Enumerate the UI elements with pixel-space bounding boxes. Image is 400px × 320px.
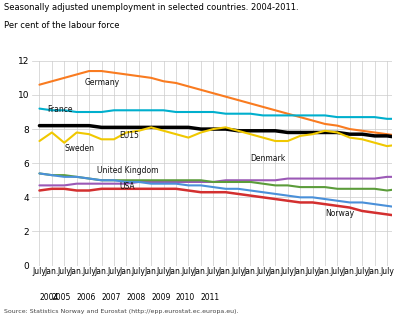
Text: France: France [47,105,72,114]
Text: 2006: 2006 [77,293,96,302]
Text: 2011: 2011 [201,293,220,302]
Text: 2007: 2007 [102,293,121,302]
Text: United Kingdom: United Kingdom [96,165,158,174]
Text: Seasonally adjusted unemployment in selected countries. 2004-2011.: Seasonally adjusted unemployment in sele… [4,3,299,12]
Text: Denmark: Denmark [250,155,286,164]
Text: Norway: Norway [325,209,354,218]
Text: USA: USA [119,182,134,191]
Text: EU15: EU15 [119,131,139,140]
Text: 2008: 2008 [126,293,146,302]
Text: 2005: 2005 [52,293,71,302]
Text: 2004: 2004 [40,293,59,302]
Text: Sweden: Sweden [64,144,94,153]
Text: Source: Statistics Norway and Eurostat (http://epp.eurostat.ec.europa.eu).: Source: Statistics Norway and Eurostat (… [4,308,238,314]
Text: 2009: 2009 [151,293,170,302]
Text: Per cent of the labour force: Per cent of the labour force [4,21,120,30]
Text: 2010: 2010 [176,293,195,302]
Text: Germany: Germany [84,78,119,87]
